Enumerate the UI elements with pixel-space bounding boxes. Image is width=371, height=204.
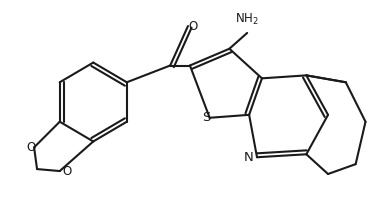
Text: O: O: [62, 165, 71, 177]
Text: N: N: [244, 151, 254, 164]
Text: O: O: [188, 20, 197, 33]
Text: S: S: [203, 111, 211, 124]
Text: NH$_2$: NH$_2$: [235, 12, 259, 27]
Text: O: O: [26, 141, 36, 154]
